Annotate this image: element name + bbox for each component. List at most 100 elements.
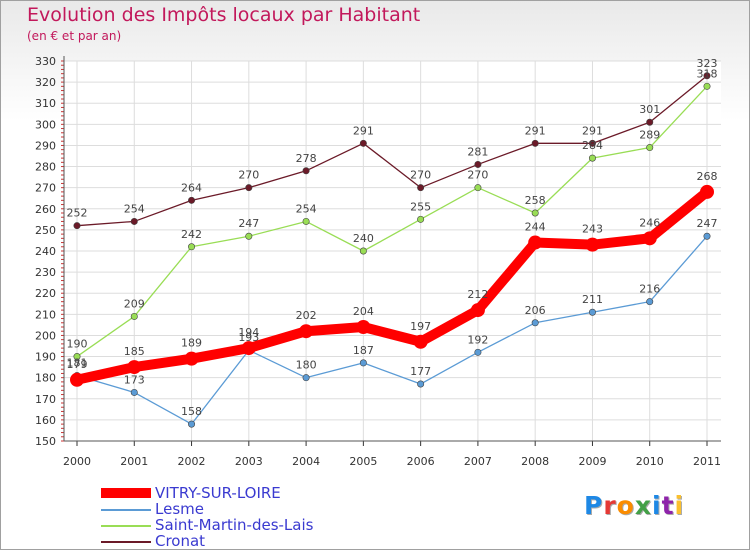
data-label-vitry-sur-loire: 194 (238, 326, 259, 339)
data-label-lesme: 193 (238, 331, 259, 344)
x-tick-label: 2009 (578, 455, 606, 468)
y-tick-label: 190 (35, 351, 56, 364)
data-label-vitry-sur-loire: 202 (296, 309, 317, 322)
data-label-saint-martin-des-lais: 258 (525, 194, 546, 207)
y-tick-label: 280 (35, 161, 56, 174)
data-point-cronat (531, 139, 539, 147)
data-point-lesme (417, 380, 425, 388)
y-axis: 150 160 170 180 190 200 210 220 230 240 250 260 270 2… (35, 55, 65, 448)
data-label-saint-martin-des-lais: 270 (467, 169, 488, 182)
data-label-cronat: 254 (124, 202, 145, 215)
data-label-saint-martin-des-lais: 240 (353, 232, 374, 245)
series-vitry-sur-loire: 179 185 189 194 202 204 197 212 244 243 246 268 (67, 170, 718, 387)
x-tick-label: 2001 (120, 455, 148, 468)
data-label-vitry-sur-loire: 212 (467, 288, 488, 301)
data-label-lesme: 180 (296, 359, 317, 372)
data-label-vitry-sur-loire: 243 (582, 223, 603, 236)
x-tick-label: 2008 (521, 455, 549, 468)
data-label-cronat: 291 (525, 124, 546, 137)
legend-swatch-vitry (101, 488, 151, 498)
data-label-cronat: 252 (67, 207, 88, 220)
data-label-saint-martin-des-lais: 242 (181, 228, 202, 241)
series-line-vitry-sur-loire (72, 186, 712, 385)
data-point-cronat (73, 222, 81, 230)
data-label-cronat: 270 (410, 169, 431, 182)
data-label-vitry-sur-loire: 244 (525, 221, 546, 234)
data-point-saint-martin-des-lais (73, 353, 81, 361)
grid (64, 60, 721, 442)
data-point-lesme (703, 232, 711, 240)
y-tick-label: 250 (35, 224, 56, 237)
data-label-lesme: 177 (410, 365, 431, 378)
x-tick-label: 2005 (349, 455, 377, 468)
data-point-saint-martin-des-lais (703, 82, 711, 90)
data-label-vitry-sur-loire: 197 (410, 320, 431, 333)
data-label-vitry-sur-loire: 204 (353, 305, 374, 318)
data-label-cronat: 301 (639, 103, 660, 116)
data-point-vitry-sur-loire (356, 320, 371, 334)
data-point-vitry-sur-loire (470, 303, 485, 318)
x-tick-label: 2002 (178, 455, 206, 468)
data-point-vitry-sur-loire (299, 324, 314, 339)
data-point-cronat (302, 167, 310, 175)
logo-letter: t (661, 491, 675, 520)
x-tick-label: 2011 (693, 455, 721, 468)
data-point-vitry-sur-loire (127, 360, 142, 375)
data-point-vitry-sur-loire (585, 237, 600, 252)
legend-label-cronat: Cronat (155, 532, 206, 550)
x-tick-label: 2010 (636, 455, 664, 468)
y-tick-label: 320 (35, 76, 56, 89)
chart-subtitle: (en € et par an) (27, 29, 122, 43)
legend-label-lesme: Lesme (155, 500, 204, 518)
x-tick-label: 2004 (292, 455, 320, 468)
y-tick-label: 270 (35, 182, 56, 195)
data-label-cronat: 291 (582, 124, 603, 137)
data-label-lesme: 206 (525, 304, 546, 317)
data-label-vitry-sur-loire: 185 (124, 345, 145, 358)
y-tick-label: 310 (35, 97, 56, 110)
data-label-lesme: 247 (697, 217, 718, 230)
logo-letter: o (616, 491, 635, 520)
data-label-vitry-sur-loire: 189 (181, 337, 202, 350)
y-tick-label: 300 (35, 118, 56, 131)
data-point-cronat (359, 139, 367, 147)
data-label-vitry-sur-loire: 246 (639, 216, 660, 229)
data-label-vitry-sur-loire: 179 (67, 358, 88, 371)
data-point-saint-martin-des-lais (588, 154, 596, 162)
data-point-vitry-sur-loire (413, 334, 428, 349)
y-tick-label: 180 (35, 372, 56, 385)
data-point-cronat (703, 72, 711, 80)
data-point-cronat (646, 118, 654, 126)
y-tick-label: 290 (35, 139, 56, 152)
logo-letter: P (584, 491, 604, 520)
proxiti-logo: Proxiti (584, 491, 684, 520)
data-label-lesme: 216 (639, 283, 660, 296)
y-tick-label: 210 (35, 308, 56, 321)
data-point-saint-martin-des-lais (245, 232, 253, 240)
series-line-saint-martin-des-lais (76, 85, 708, 358)
y-tick-label: 260 (35, 203, 56, 216)
data-point-vitry-sur-loire (184, 351, 199, 366)
data-point-saint-martin-des-lais (417, 215, 425, 223)
data-label-saint-martin-des-lais: 254 (296, 202, 317, 215)
data-point-cronat (130, 217, 138, 225)
legend-label-vitry: VITRY-SUR-LOIRE (155, 484, 281, 502)
data-point-saint-martin-des-lais (474, 184, 482, 192)
data-label-cronat: 264 (181, 181, 202, 194)
y-tick-label: 150 (35, 435, 56, 448)
data-point-lesme (588, 308, 596, 316)
logo-letter: r (603, 491, 617, 520)
data-point-lesme (302, 374, 310, 382)
data-point-saint-martin-des-lais (646, 144, 654, 152)
data-point-cronat (417, 184, 425, 192)
data-point-cronat (474, 160, 482, 168)
data-point-vitry-sur-loire (528, 235, 543, 250)
data-point-saint-martin-des-lais (302, 217, 310, 225)
data-label-cronat: 291 (353, 124, 374, 137)
data-point-cronat (188, 196, 196, 204)
series-saint-martin-des-lais: 190 209 242 247 254 240 255 270 258 284 289 318 (67, 67, 718, 361)
data-label-lesme: 211 (582, 293, 603, 306)
data-label-saint-martin-des-lais: 289 (639, 129, 660, 142)
series-line-lesme (76, 235, 708, 425)
